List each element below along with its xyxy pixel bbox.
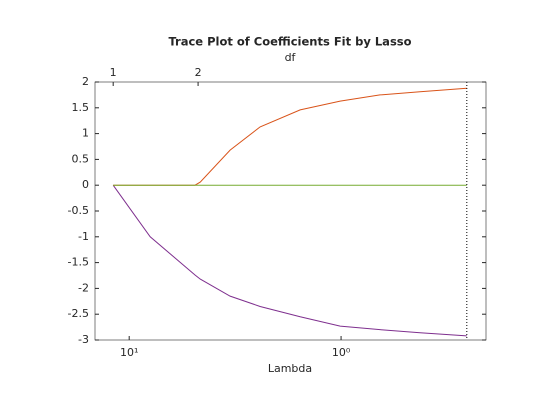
y-tick-label: -1.5 bbox=[68, 256, 89, 269]
chart-title: Trace Plot of Coefficients Fit by Lasso bbox=[168, 35, 411, 49]
y-tick-label: -0.5 bbox=[68, 204, 89, 217]
x-tick-label: 10¹ bbox=[120, 346, 138, 359]
y-tick-label: 2 bbox=[82, 75, 89, 88]
y-tick-label: -1 bbox=[78, 230, 89, 243]
y-tick-label: -2.5 bbox=[68, 307, 89, 320]
y-tick-label: -3 bbox=[78, 333, 89, 346]
top-tick-label: 1 bbox=[110, 66, 117, 79]
x-tick-label: 10⁰ bbox=[332, 346, 351, 359]
top-tick-label: 2 bbox=[195, 66, 202, 79]
y-tick-label: 1.5 bbox=[72, 101, 90, 114]
y-tick-label: 0 bbox=[82, 178, 89, 191]
x-axis-label: Lambda bbox=[268, 362, 312, 375]
y-tick-label: -2 bbox=[78, 281, 89, 294]
series-line bbox=[112, 184, 467, 337]
y-tick-label: 0.5 bbox=[72, 152, 90, 165]
y-tick-label: 1 bbox=[82, 127, 89, 140]
top-axis-label: df bbox=[285, 51, 297, 64]
